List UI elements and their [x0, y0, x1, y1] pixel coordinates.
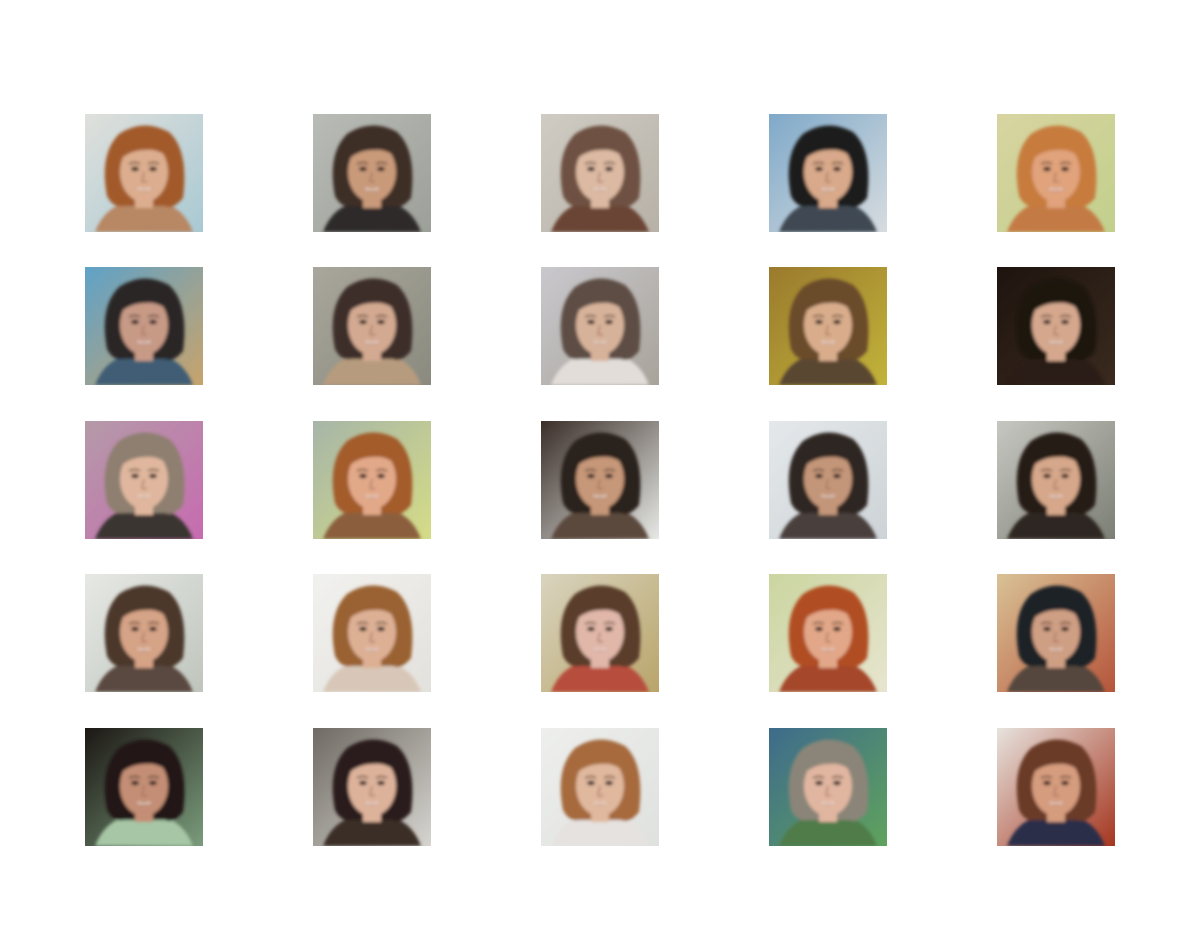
generated-face-1-3 — [541, 114, 659, 232]
generated-face-5-3 — [541, 728, 659, 846]
generated-face-5-4 — [769, 728, 887, 846]
generated-face-3-3 — [541, 421, 659, 539]
generated-face-1-1 — [85, 114, 203, 232]
generated-face-5-1 — [85, 728, 203, 846]
generated-face-1-2 — [313, 114, 431, 232]
generated-face-4-1 — [85, 574, 203, 692]
generated-face-2-3 — [541, 267, 659, 385]
generated-face-4-3 — [541, 574, 659, 692]
generated-face-2-2 — [313, 267, 431, 385]
generated-face-2-1 — [85, 267, 203, 385]
generated-face-5-5 — [997, 728, 1115, 846]
generated-face-4-5 — [997, 574, 1115, 692]
generated-face-3-1 — [85, 421, 203, 539]
generated-face-2-5 — [997, 267, 1115, 385]
generated-face-2-4 — [769, 267, 887, 385]
generated-face-3-5 — [997, 421, 1115, 539]
generated-face-4-2 — [313, 574, 431, 692]
generated-face-1-4 — [769, 114, 887, 232]
generated-face-5-2 — [313, 728, 431, 846]
generated-face-4-4 — [769, 574, 887, 692]
generated-face-3-4 — [769, 421, 887, 539]
generated-face-1-5 — [997, 114, 1115, 232]
generated-face-3-2 — [313, 421, 431, 539]
